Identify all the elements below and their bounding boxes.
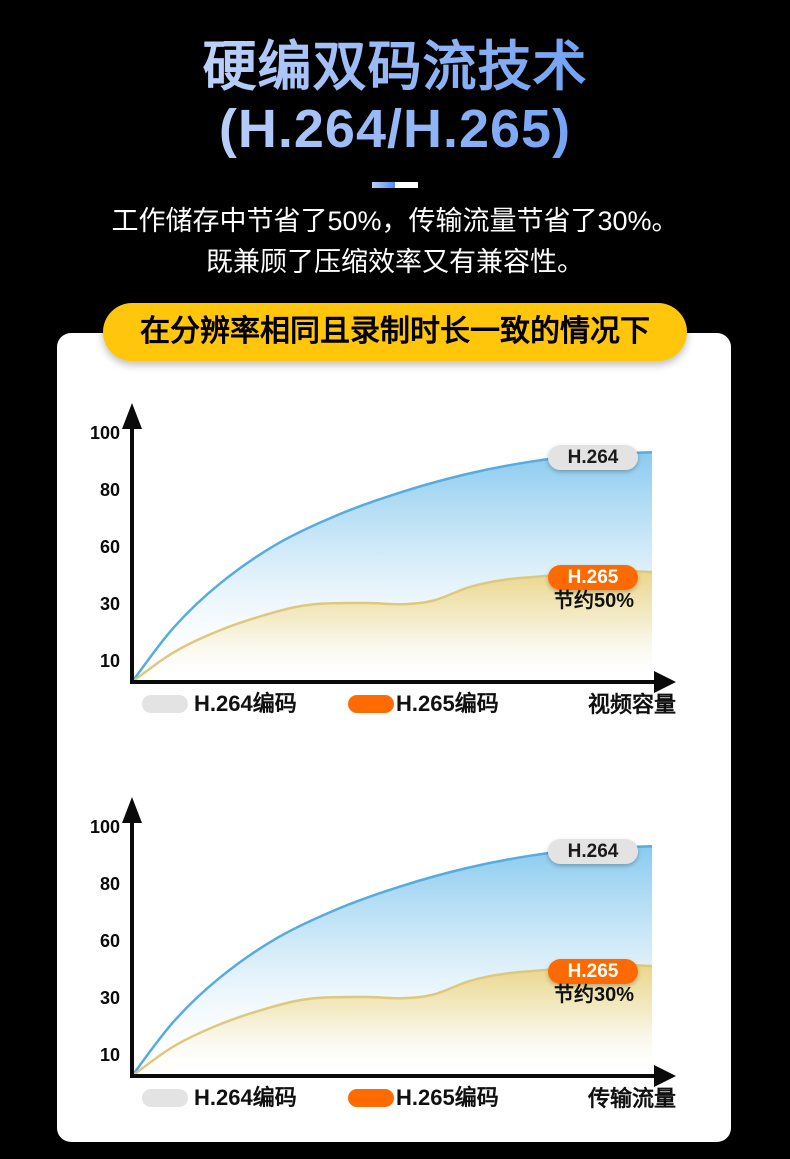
condition-banner: 在分辨率相同且录制时长一致的情况下 [103, 303, 687, 361]
subtitle: 工作储存中节省了50%，传输流量节省了30%。 既兼顾了压缩效率又有兼容性。 [0, 201, 790, 283]
h265-pill-label: H.265 [568, 567, 619, 588]
y-axis-arrow-icon [122, 403, 142, 429]
h264-pill [548, 445, 638, 470]
y-axis-arrow-icon [122, 797, 142, 823]
x-axis-arrow-icon [654, 1065, 676, 1087]
legend-swatch-h265 [348, 1089, 394, 1107]
y-tick-label: 30 [100, 988, 120, 1008]
title-line-1: 硬编双码流技术 [0, 36, 790, 98]
savings-annotation: 节约30% [554, 982, 634, 1006]
y-tick-label: 100 [90, 817, 120, 837]
legend-swatch-h264 [142, 695, 188, 713]
y-tick-labels: 100 80 60 30 10 [90, 423, 120, 671]
chart-series-areas [131, 845, 653, 1078]
h264-pill [548, 839, 638, 864]
x-axis-label: 视频容量 [588, 692, 676, 717]
y-tick-label: 80 [100, 480, 120, 500]
y-tick-label: 30 [100, 594, 120, 614]
h265-pill-label: H.265 [568, 961, 619, 982]
y-tick-label: 80 [100, 874, 120, 894]
subtitle-line-1: 工作储存中节省了50%，传输流量节省了30%。 [111, 206, 679, 236]
legend-label-h264: H.264编码 [194, 691, 297, 716]
y-tick-labels: 100 80 60 30 10 [90, 817, 120, 1065]
legend-label-h264: H.264编码 [194, 1085, 297, 1110]
title-underline-divider [372, 182, 418, 188]
y-tick-label: 60 [100, 537, 120, 557]
subtitle-line-2: 既兼顾了压缩效率又有兼容性。 [206, 247, 584, 277]
y-tick-label: 10 [100, 1045, 120, 1065]
legend-label-h265: H.265编码 [396, 1085, 499, 1110]
title-line-2: (H.264/H.265) [0, 98, 790, 160]
x-axis-arrow-icon [654, 671, 676, 693]
page-title: 硬编双码流技术 (H.264/H.265) [0, 36, 790, 160]
y-tick-label: 60 [100, 931, 120, 951]
chart-axes [122, 797, 676, 1087]
area-H.265 [132, 964, 652, 1076]
h265-pill [548, 959, 638, 984]
h265-pill [548, 565, 638, 590]
legend-swatch-h264 [142, 1089, 188, 1107]
x-axis-label: 传输流量 [587, 1086, 676, 1111]
chart-axes [122, 403, 676, 693]
savings-annotation: 节约50% [554, 588, 634, 612]
area-H.265 [132, 570, 652, 682]
legend-swatch-h265 [348, 695, 394, 713]
y-tick-label: 10 [100, 651, 120, 671]
legend-label-h265: H.265编码 [396, 691, 499, 716]
chart-panel: 100 80 60 30 10 H.264 H.265 节约50% H.264编码 H.265编… [57, 333, 731, 1142]
h264-pill-label: H.264 [568, 447, 619, 468]
h264-pill-label: H.264 [568, 841, 619, 862]
y-tick-label: 100 [90, 423, 120, 443]
